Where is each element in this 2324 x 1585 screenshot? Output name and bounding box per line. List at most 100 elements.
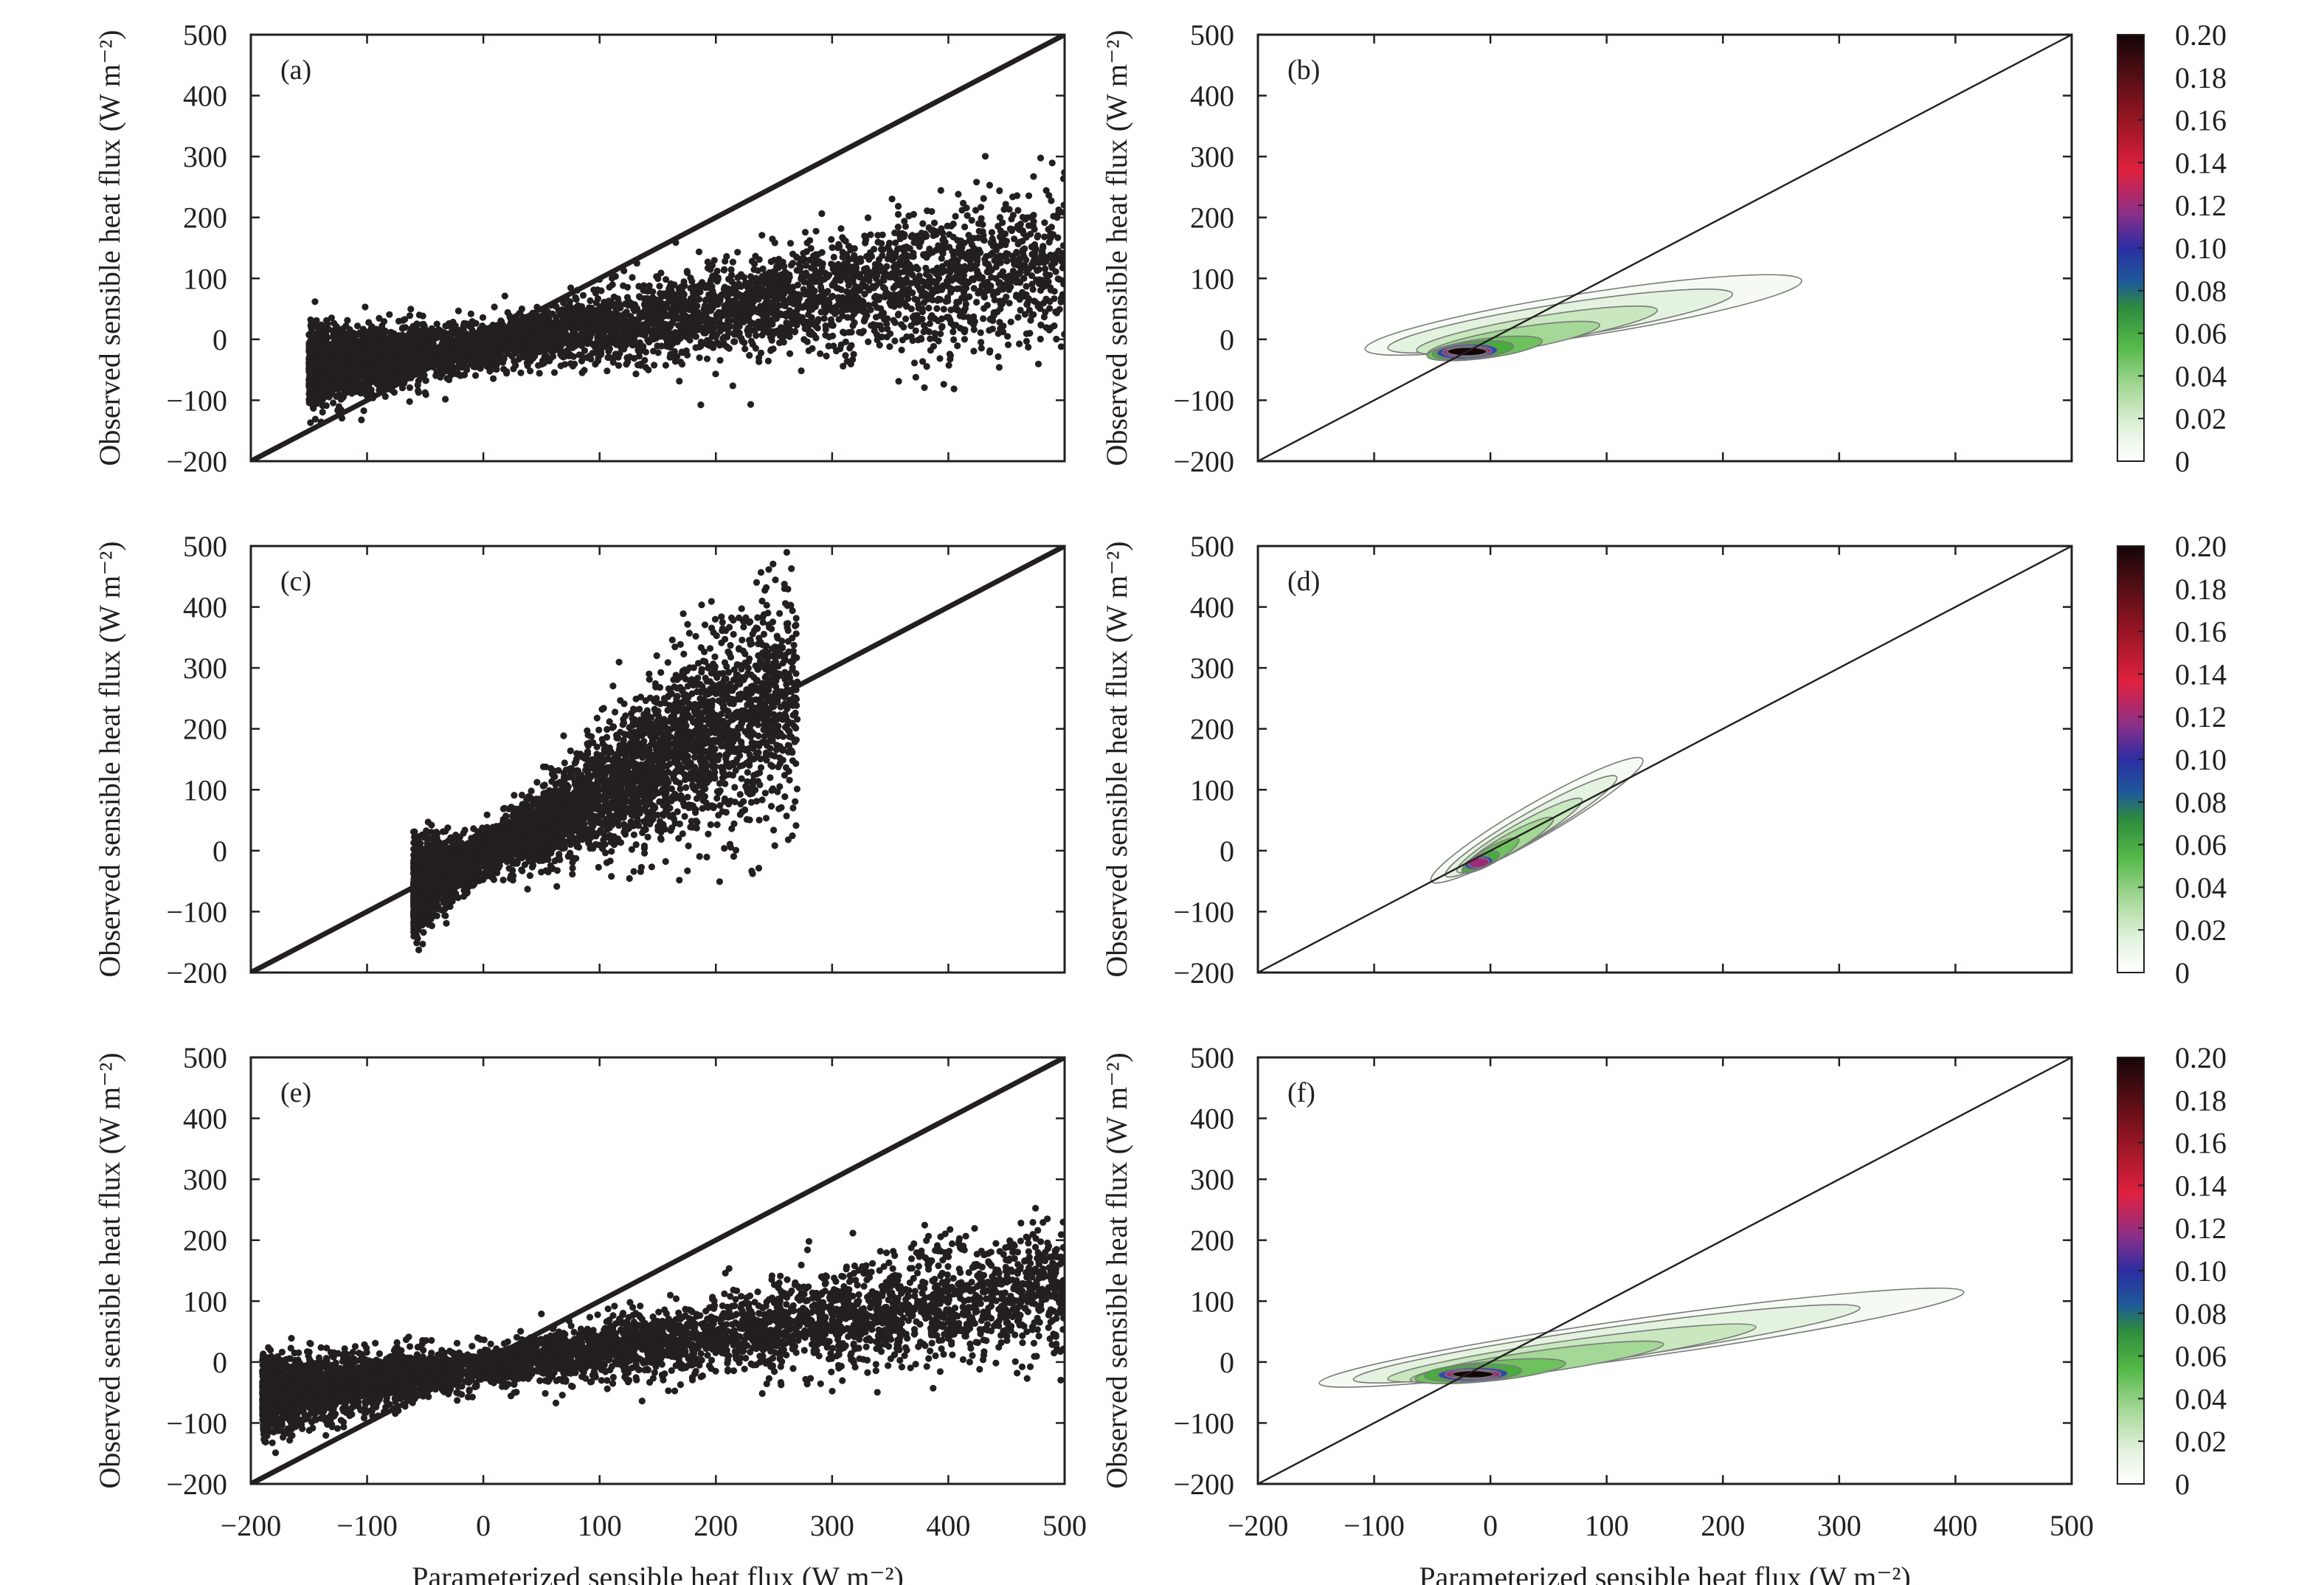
scatter-point bbox=[359, 327, 366, 334]
scatter-point bbox=[971, 318, 978, 325]
scatter-point bbox=[843, 306, 850, 314]
scatter-point bbox=[330, 399, 337, 407]
scatter-point bbox=[806, 305, 813, 313]
scatter-point bbox=[1006, 300, 1013, 307]
scatter-point bbox=[387, 330, 395, 337]
scatter-point bbox=[550, 331, 558, 339]
scatter-point bbox=[1029, 286, 1037, 293]
scatter-point bbox=[352, 386, 359, 393]
scatter-point bbox=[479, 314, 487, 321]
scatter-point bbox=[537, 347, 544, 355]
scatter-point bbox=[557, 349, 564, 356]
scatter-point bbox=[486, 367, 494, 375]
scatter-point bbox=[801, 272, 809, 280]
scatter-point bbox=[1023, 291, 1030, 298]
scatter-point bbox=[406, 312, 414, 320]
scatter-point bbox=[311, 415, 319, 423]
scatter-point bbox=[1045, 192, 1053, 199]
scatter-point bbox=[716, 323, 723, 331]
scatter-point bbox=[605, 348, 612, 355]
scatter-point bbox=[968, 275, 976, 283]
scatter-point bbox=[603, 303, 611, 311]
scatter-point bbox=[818, 287, 826, 294]
scatter-point bbox=[472, 372, 480, 379]
scatter-point bbox=[606, 354, 614, 362]
scatter-point bbox=[357, 390, 364, 397]
scatter-point bbox=[1016, 340, 1023, 348]
scatter-point bbox=[940, 305, 947, 313]
scatter-point bbox=[946, 351, 953, 358]
scatter-point bbox=[531, 328, 539, 336]
scatter-point bbox=[968, 217, 975, 224]
scatter-point bbox=[886, 343, 893, 351]
scatter-point bbox=[663, 342, 671, 350]
scatter-point bbox=[978, 339, 985, 346]
scatter-point bbox=[873, 275, 880, 283]
scatter-point bbox=[692, 324, 699, 331]
scatter-point bbox=[861, 290, 868, 298]
scatter-point bbox=[1034, 267, 1041, 274]
scatter-point bbox=[443, 335, 450, 342]
scatter-point bbox=[1037, 335, 1044, 343]
scatter-point bbox=[961, 326, 969, 334]
scatter-point bbox=[663, 300, 671, 308]
scatter-point bbox=[961, 223, 969, 231]
scatter-point bbox=[981, 153, 989, 160]
scatter-point bbox=[907, 305, 915, 313]
scatter-point bbox=[736, 322, 743, 330]
scatter-point bbox=[986, 348, 993, 356]
scatter-point bbox=[912, 373, 919, 381]
scatter-point bbox=[851, 319, 858, 326]
scatter-point bbox=[755, 354, 763, 362]
scatter-point bbox=[662, 334, 669, 342]
scatter-point bbox=[697, 401, 705, 409]
scatter-point bbox=[830, 342, 837, 350]
scatter-point bbox=[856, 258, 864, 265]
scatter-point bbox=[1004, 341, 1012, 348]
scatter-point bbox=[1054, 234, 1062, 241]
scatter-point bbox=[437, 327, 444, 334]
scatter-point bbox=[370, 360, 378, 367]
scatter-point bbox=[678, 360, 686, 368]
scatter-point bbox=[879, 246, 887, 253]
scatter-point bbox=[902, 255, 910, 263]
scatter-point bbox=[980, 315, 987, 322]
scatter-point bbox=[365, 319, 373, 326]
scatter-point bbox=[823, 352, 830, 360]
scatter-point bbox=[793, 253, 800, 260]
scatter-point bbox=[490, 375, 497, 382]
scatter-point bbox=[992, 241, 999, 249]
scatter-point bbox=[1003, 249, 1010, 258]
scatter-point bbox=[967, 265, 975, 272]
scatter-point bbox=[988, 274, 995, 281]
scatter-point bbox=[724, 317, 732, 325]
scatter-point bbox=[1007, 318, 1014, 325]
scatter-point bbox=[836, 243, 843, 250]
scatter-point bbox=[538, 328, 545, 335]
scatter-point bbox=[1048, 197, 1055, 204]
scatter-point bbox=[571, 339, 579, 346]
scatter-point bbox=[899, 285, 907, 292]
scatter-point bbox=[623, 283, 632, 291]
scatter-point bbox=[822, 331, 829, 339]
scatter-point bbox=[667, 305, 674, 313]
scatter-point bbox=[486, 354, 494, 362]
scatter-point bbox=[920, 299, 927, 306]
scatter-point bbox=[753, 324, 760, 331]
scatter-point bbox=[978, 204, 985, 211]
scatter-point bbox=[734, 249, 741, 256]
scatter-point bbox=[923, 363, 930, 370]
scatter-point bbox=[314, 377, 322, 384]
scatter-point bbox=[731, 310, 739, 318]
scatter-point bbox=[1009, 212, 1017, 219]
scatter-point bbox=[747, 273, 755, 280]
scatter-point bbox=[928, 289, 936, 297]
scatter-point bbox=[894, 202, 902, 210]
scatter-point bbox=[637, 309, 644, 317]
scatter-point bbox=[381, 393, 390, 401]
scatter-point bbox=[376, 381, 383, 389]
scatter-point bbox=[829, 304, 837, 311]
scatter-point bbox=[504, 308, 511, 317]
scatter-point bbox=[428, 325, 435, 332]
scatter-point bbox=[638, 342, 646, 350]
